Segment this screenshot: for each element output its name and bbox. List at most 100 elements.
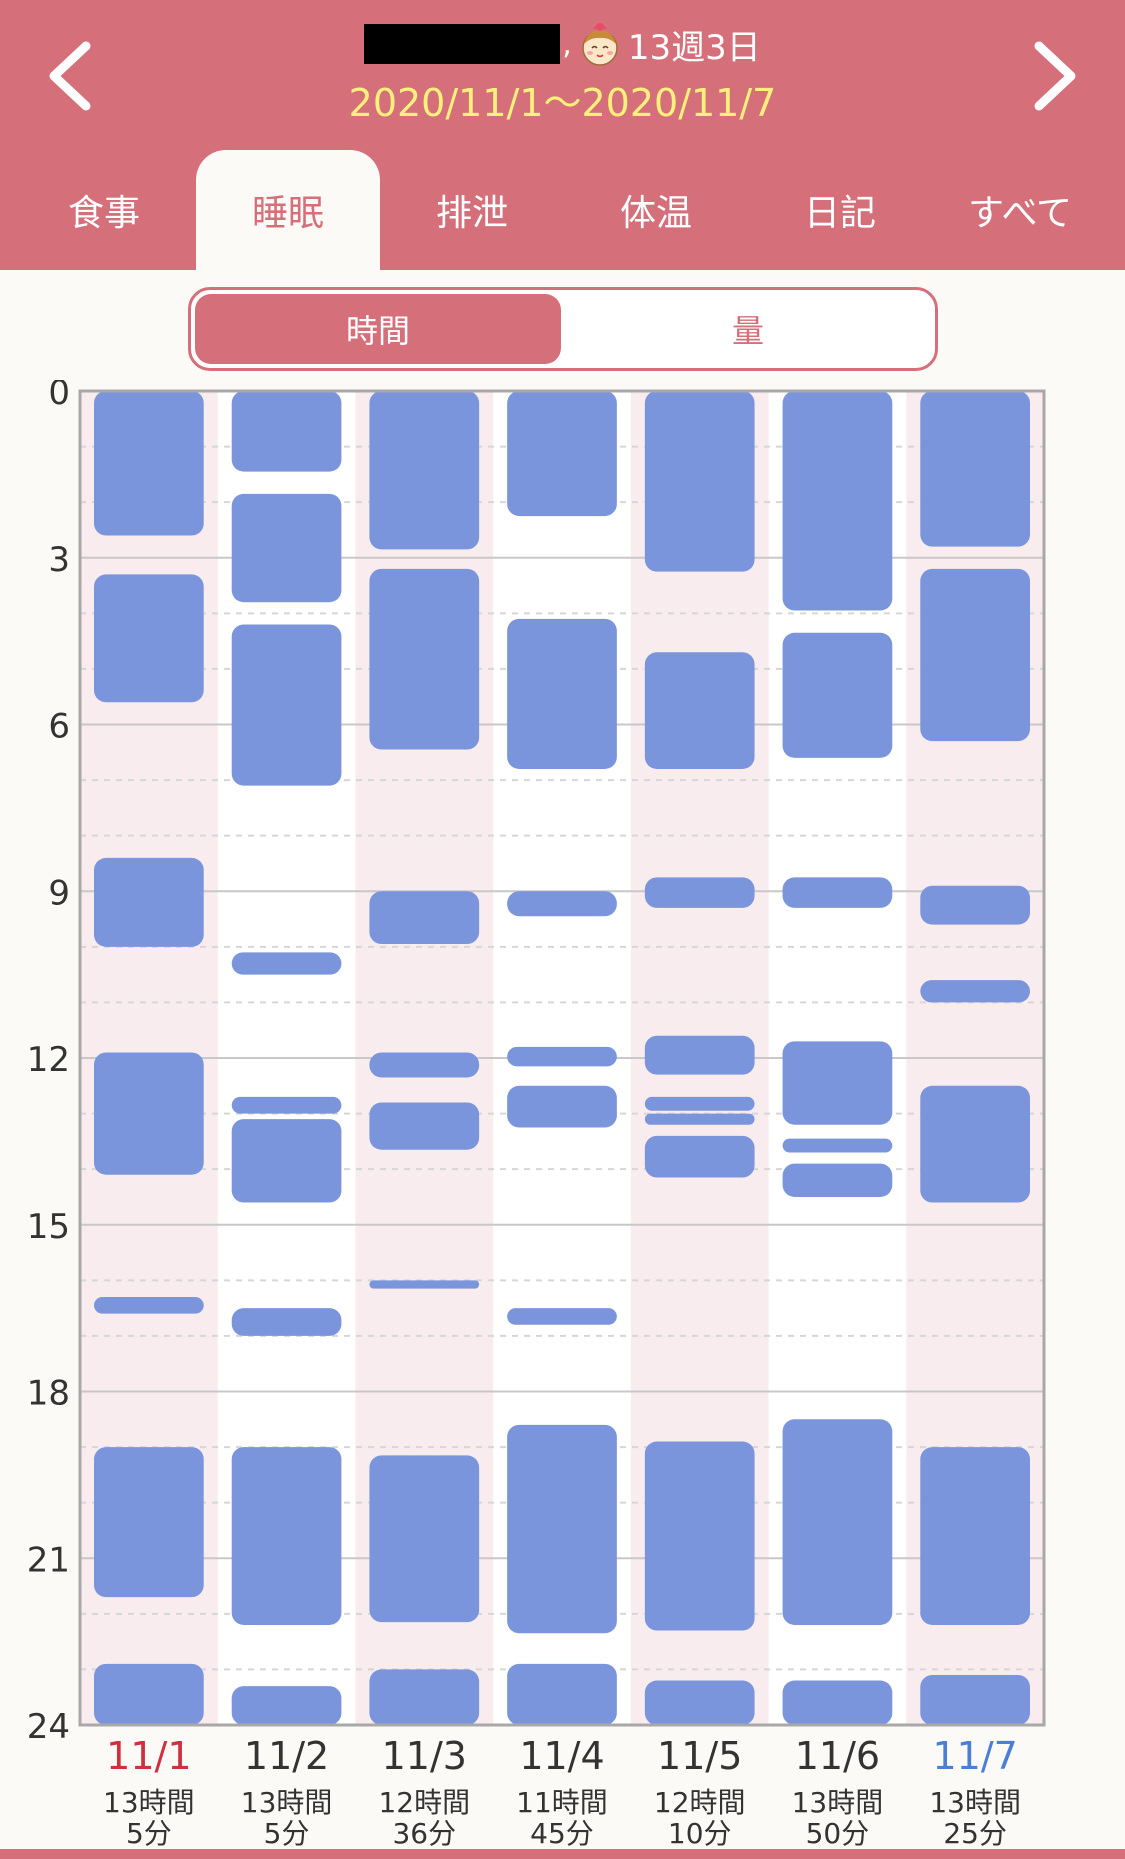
sleep-session-bar xyxy=(94,857,204,947)
day-total-minutes: 5分 xyxy=(264,1817,310,1850)
sleep-session-bar xyxy=(369,891,480,945)
day-date-label: 11/2 xyxy=(244,1734,329,1778)
tab-sleep[interactable]: 睡眠 xyxy=(196,150,380,270)
day-total-minutes: 5分 xyxy=(126,1817,172,1850)
sleep-session-bar xyxy=(369,568,480,750)
plot-border xyxy=(78,389,1046,1727)
sleep-session-bar xyxy=(920,1674,1030,1725)
sleep-session-bar xyxy=(644,1680,755,1725)
chevron-right-icon xyxy=(1034,41,1076,111)
sleep-session-bar xyxy=(507,618,617,769)
tab-meal[interactable]: 食事 xyxy=(67,193,140,234)
sleep-session-bar xyxy=(644,1096,755,1111)
baby-title: , 13週3日 xyxy=(0,20,1125,68)
sleep-session-bar xyxy=(369,1455,480,1623)
date-range-label: 2020/11/1〜2020/11/7 xyxy=(348,81,777,125)
sleep-session-bar xyxy=(231,391,342,472)
sleep-session-bar xyxy=(644,1035,755,1075)
y-tick-label: 15 xyxy=(27,1207,70,1247)
sleep-chart: 0369121518212411/113時間5分11/213時間5分11/312… xyxy=(27,380,1046,1850)
sleep-session-bar xyxy=(782,877,893,908)
day-date-label: 11/4 xyxy=(519,1734,604,1778)
sleep-session-bar xyxy=(94,391,204,536)
y-tick-label: 9 xyxy=(48,873,70,913)
sleep-session-bar xyxy=(782,1680,893,1725)
tab-excretion[interactable]: 排泄 xyxy=(435,193,508,234)
sleep-session-bar xyxy=(782,1041,893,1125)
sleep-session-bar xyxy=(507,1424,617,1634)
sleep-session-bar xyxy=(369,1669,480,1725)
sleep-session-bar xyxy=(94,1052,204,1175)
y-tick-label: 21 xyxy=(27,1540,70,1580)
sleep-session-bar xyxy=(782,632,893,758)
header-bar: , 13週3日 2020/11/1〜2020/11/7 食事 睡眠 排泄 体温 … xyxy=(0,0,1125,270)
baby-face-icon xyxy=(582,23,618,66)
day-total-hours: 13時間 xyxy=(103,1786,195,1819)
day-date-label: 11/5 xyxy=(657,1734,742,1778)
sleep-session-bar xyxy=(507,891,617,917)
day-date-label: 11/1 xyxy=(106,1734,191,1778)
day-total-minutes: 25分 xyxy=(943,1817,1007,1850)
y-tick-label: 6 xyxy=(48,707,70,747)
sleep-session-bar xyxy=(231,1308,342,1336)
day-total-hours: 13時間 xyxy=(792,1786,884,1819)
y-tick-label: 24 xyxy=(27,1707,70,1747)
category-tabs: 食事 睡眠 排泄 体温 日記 すべて xyxy=(0,150,1125,270)
day-total-minutes: 36分 xyxy=(392,1817,456,1850)
tab-all[interactable]: すべて xyxy=(967,193,1073,234)
previous-week-button[interactable] xyxy=(40,40,110,112)
day-date-label: 11/7 xyxy=(932,1734,1017,1778)
sleep-session-bar xyxy=(644,391,755,572)
toggle-time-button[interactable]: 時間 xyxy=(195,294,561,364)
sleep-session-bar xyxy=(644,1135,755,1178)
sleep-session-bar xyxy=(231,1447,342,1625)
day-total-minutes: 50分 xyxy=(806,1817,870,1850)
sleep-session-bar xyxy=(644,877,755,908)
sleep-session-bar xyxy=(507,1308,617,1325)
day-date-label: 11/6 xyxy=(795,1734,880,1778)
day-total-hours: 11時間 xyxy=(516,1786,608,1819)
y-tick-label: 18 xyxy=(27,1374,70,1414)
sleep-session-bar xyxy=(644,1441,755,1631)
toggle-amount-button[interactable]: 量 xyxy=(731,312,764,350)
y-tick-label: 0 xyxy=(48,380,70,413)
baby-name-redacted xyxy=(364,24,561,64)
sleep-session-bar xyxy=(231,493,342,603)
sleep-session-bar xyxy=(507,1046,617,1067)
sleep-session-bar xyxy=(920,1447,1030,1625)
day-total-minutes: 10分 xyxy=(668,1817,732,1850)
tab-diary[interactable]: 日記 xyxy=(803,193,876,234)
y-tick-label: 12 xyxy=(27,1040,70,1080)
sleep-session-bar xyxy=(920,1085,1030,1203)
sleep-session-bar xyxy=(231,1686,342,1725)
sleep-session-bar xyxy=(920,980,1030,1003)
sleep-session-bar xyxy=(369,391,480,550)
day-total-hours: 13時間 xyxy=(929,1786,1021,1819)
tab-temperature[interactable]: 体温 xyxy=(619,193,692,234)
next-week-button[interactable] xyxy=(1015,40,1085,112)
sleep-session-bar xyxy=(782,1419,893,1625)
chevron-left-icon xyxy=(49,41,91,111)
sleep-session-bar xyxy=(231,1119,342,1203)
day-total-minutes: 45分 xyxy=(530,1817,594,1850)
sleep-session-bar xyxy=(231,1096,342,1114)
bottom-bar xyxy=(0,1849,1125,1859)
sleep-session-bar xyxy=(920,885,1030,925)
sleep-session-bar xyxy=(507,1085,617,1128)
day-total-hours: 12時間 xyxy=(378,1786,470,1819)
sleep-session-bar xyxy=(94,1297,204,1314)
name-separator: , xyxy=(562,26,572,62)
sleep-session-bar xyxy=(507,1663,617,1725)
sleep-session-bar xyxy=(507,391,617,517)
sleep-session-bar xyxy=(920,391,1030,547)
day-total-hours: 13時間 xyxy=(241,1786,333,1819)
view-toggle: 時間 量 xyxy=(188,287,938,371)
sleep-session-bar xyxy=(644,652,755,769)
day-total-hours: 12時間 xyxy=(654,1786,746,1819)
sleep-session-bar xyxy=(920,568,1030,742)
y-tick-label: 3 xyxy=(48,540,70,580)
sleep-session-bar xyxy=(782,1138,893,1153)
sleep-session-bar xyxy=(369,1052,480,1078)
sleep-session-bar xyxy=(369,1102,480,1150)
sleep-session-bar xyxy=(782,391,893,611)
